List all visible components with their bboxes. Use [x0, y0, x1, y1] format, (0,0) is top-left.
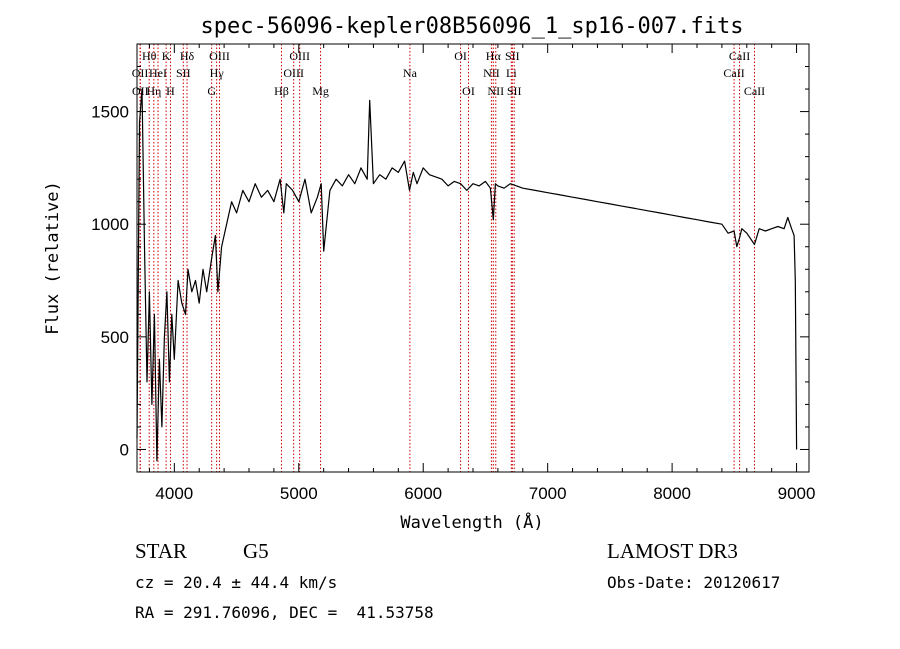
line-marker-label-26: CaII — [729, 49, 750, 63]
line-marker-label-23: SII — [505, 49, 520, 63]
line-marker-label-20: Hα — [486, 49, 502, 63]
line-marker-label-4: HeI — [149, 66, 167, 80]
data-layer — [136, 88, 798, 462]
x-tick-label-2: 6000 — [404, 484, 442, 503]
line-marker-label-12: Hβ — [274, 84, 289, 98]
line-marker-label-17: OI — [454, 49, 467, 63]
x-tick-label-0: 4000 — [155, 484, 193, 503]
survey-name: LAMOST DR3 — [607, 539, 738, 563]
x-tick-label-5: 9000 — [778, 484, 816, 503]
line-marker-label-22: Li — [506, 66, 517, 80]
y-tick-label-1: 500 — [101, 328, 129, 347]
line-marker-label-2: Hθ — [142, 49, 157, 63]
x-tick-label-1: 5000 — [280, 484, 318, 503]
coordinates: RA = 291.76096, DEC = 41.53758 — [135, 603, 434, 622]
line-marker-label-11: OIII — [209, 49, 230, 63]
line-marker-label-18: OI — [462, 84, 475, 98]
line-marker-label-24: SII — [507, 84, 522, 98]
plot-frame — [136, 43, 810, 473]
line-marker-label-5: K — [162, 49, 171, 63]
y-tick-label-2: 1000 — [91, 215, 129, 234]
y-tick-label-0: 0 — [120, 440, 129, 459]
line-marker-label-14: OIII — [289, 49, 310, 63]
line-marker-label-9: G — [207, 84, 216, 98]
line-marker-label-6: H — [166, 84, 175, 98]
line-marker-label-8: Hδ — [180, 49, 195, 63]
line-marker-label-13: OIII — [283, 66, 304, 80]
y-tick-label-3: 1500 — [91, 103, 129, 122]
line-marker-label-16: Na — [403, 66, 418, 80]
line-marker-label-7: SII — [176, 66, 191, 80]
object-subclass: G5 — [243, 539, 269, 563]
line-marker-layer: OIIOIIHθHηHeIKHSIIHδGHγOIIIHβOIIIOIIIMgN… — [132, 44, 765, 472]
x-axis-label: Wavelength (Å) — [400, 511, 543, 533]
line-marker-label-1: OII — [132, 84, 149, 98]
axes-layer: 4000 5000 6000 7000 8000 9000 0 500 1000 1500 — [91, 43, 816, 503]
x-tick-label-4: 8000 — [653, 484, 691, 503]
line-marker-label-15: Mg — [312, 84, 329, 98]
line-marker-label-19: NII — [483, 66, 500, 80]
chart-title: spec-56096-kepler08B56096_1_sp16-007.fit… — [200, 14, 743, 39]
obs-date: Obs-Date: 20120617 — [607, 573, 781, 592]
y-axis-label: Flux (relative) — [43, 181, 63, 335]
line-marker-label-3: Hη — [146, 84, 161, 98]
object-class: STAR — [135, 539, 187, 563]
line-marker-label-10: Hγ — [210, 66, 225, 80]
line-marker-label-27: CaII — [744, 84, 765, 98]
x-tick-label-3: 7000 — [529, 484, 567, 503]
line-marker-label-21: NII — [487, 84, 504, 98]
redshift-info: cz = 20.4 ± 44.4 km/s — [135, 573, 338, 592]
line-marker-label-25: CaII — [723, 66, 744, 80]
spectrum-series-0 — [136, 88, 798, 462]
